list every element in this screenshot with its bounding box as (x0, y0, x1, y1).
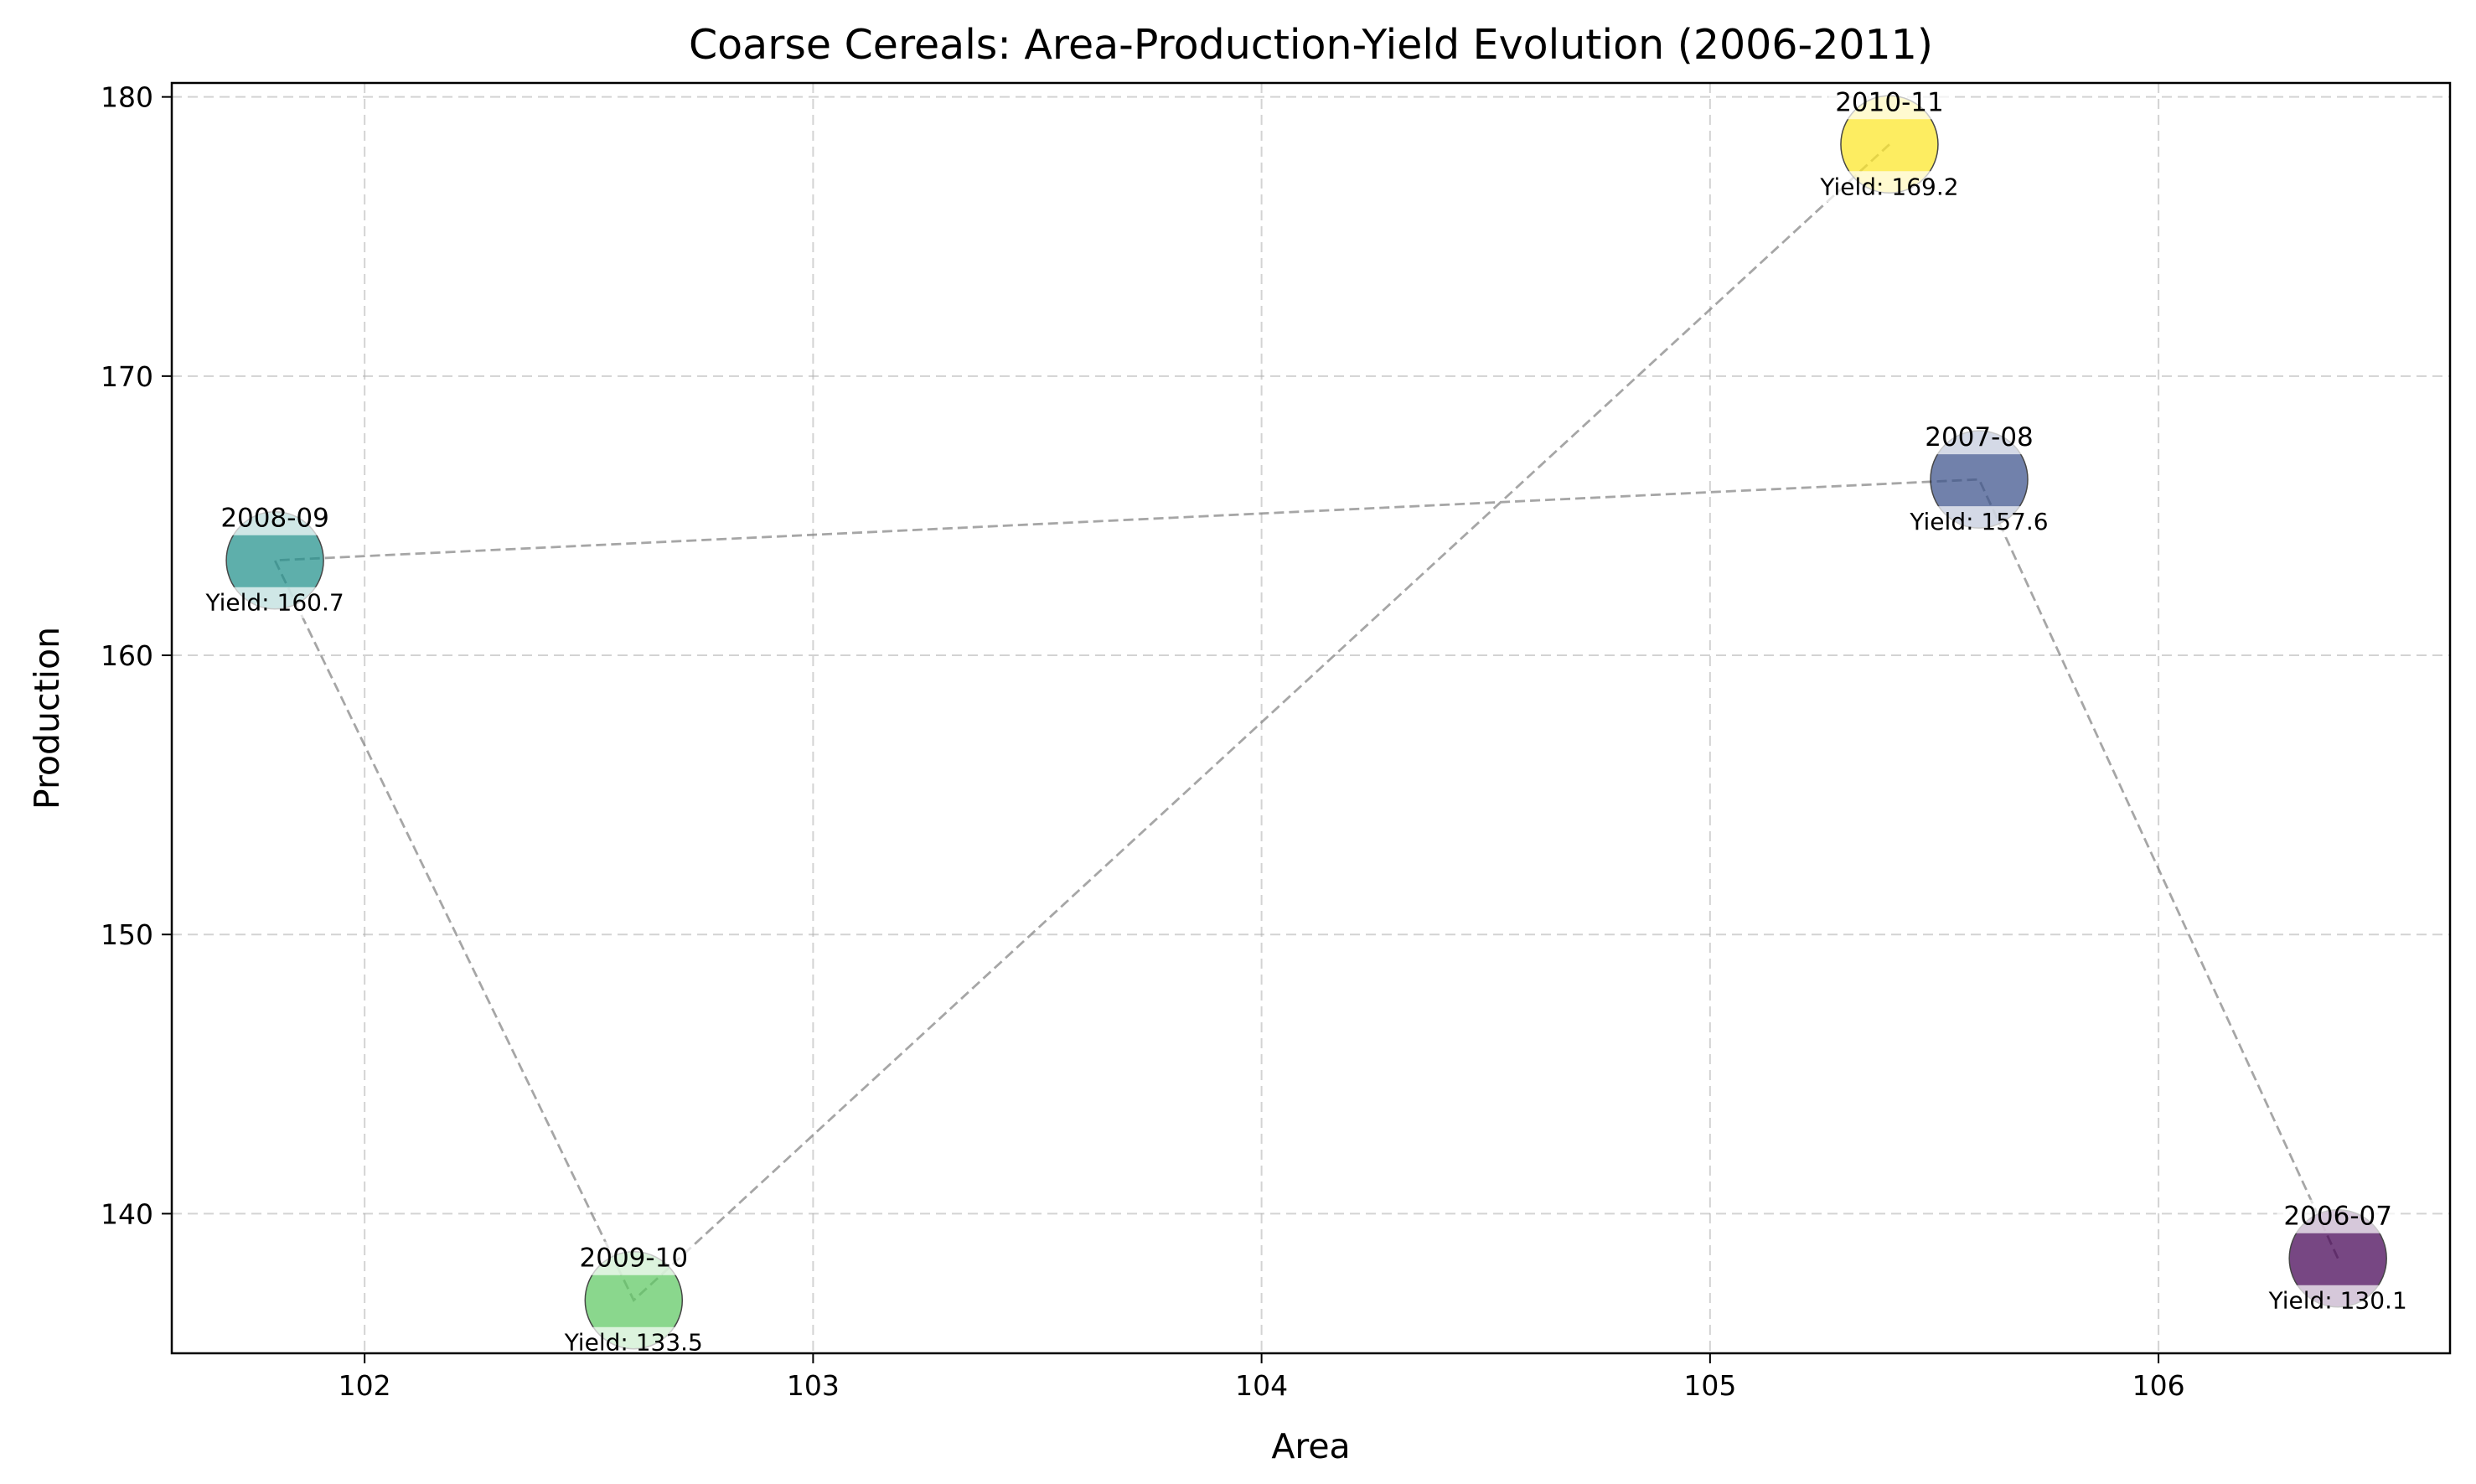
y-tick-label: 180 (101, 81, 153, 114)
yield-label-background (1814, 171, 1964, 203)
year-label: 2007-08 (1925, 422, 2034, 452)
x-tick-label: 102 (339, 1369, 391, 1402)
y-axis-label: Production (27, 627, 67, 809)
yield-label: Yield: 157.6 (1909, 508, 2048, 535)
plot-frame (170, 81, 2452, 1355)
y-tick-label: 160 (101, 639, 153, 672)
x-tick-label: 106 (2132, 1369, 2185, 1402)
year-label-background (572, 1241, 695, 1275)
yield-label-background (199, 587, 349, 618)
yield-label-background (1904, 506, 2054, 538)
x-axis-label: Area (1271, 1426, 1350, 1466)
year-label: 2009-10 (580, 1244, 689, 1274)
year-label-background (2277, 1199, 2399, 1233)
y-tick-label: 170 (101, 360, 153, 393)
yield-label: Yield: 133.5 (564, 1329, 703, 1357)
year-label-background (1828, 85, 1951, 120)
chart-title: Coarse Cereals: Area-Production-Yield Ev… (689, 21, 1933, 69)
trajectory-line (272, 143, 2339, 1303)
yield-label: Yield: 160.7 (205, 589, 344, 617)
x-tick-label: 103 (787, 1369, 840, 1402)
point-labels: 2006-07 Yield: 130.1 2007-08 Yield: 157.6 20… (199, 85, 2412, 1358)
yield-label: Yield: 169.2 (1819, 173, 1958, 200)
yield-label: Yield: 130.1 (2268, 1287, 2407, 1315)
trajectory-polyline (272, 143, 2339, 1303)
y-tick-label: 150 (101, 918, 153, 951)
yield-label-background (2262, 1285, 2412, 1316)
year-label: 2010-11 (1835, 87, 1944, 117)
x-tick-label: 104 (1235, 1369, 1288, 1402)
year-label: 2008-09 (220, 504, 329, 534)
year-label-background (214, 501, 336, 535)
grid (172, 83, 2450, 1353)
year-label: 2006-07 (2283, 1202, 2392, 1232)
yield-label-background (558, 1326, 708, 1358)
year-label-background (1918, 421, 2040, 455)
axis-ticks: 102 103 104 105 106 140 150 160 170 180 (101, 81, 2185, 1402)
x-tick-label: 105 (1683, 1369, 1736, 1402)
y-tick-label: 140 (101, 1197, 153, 1230)
